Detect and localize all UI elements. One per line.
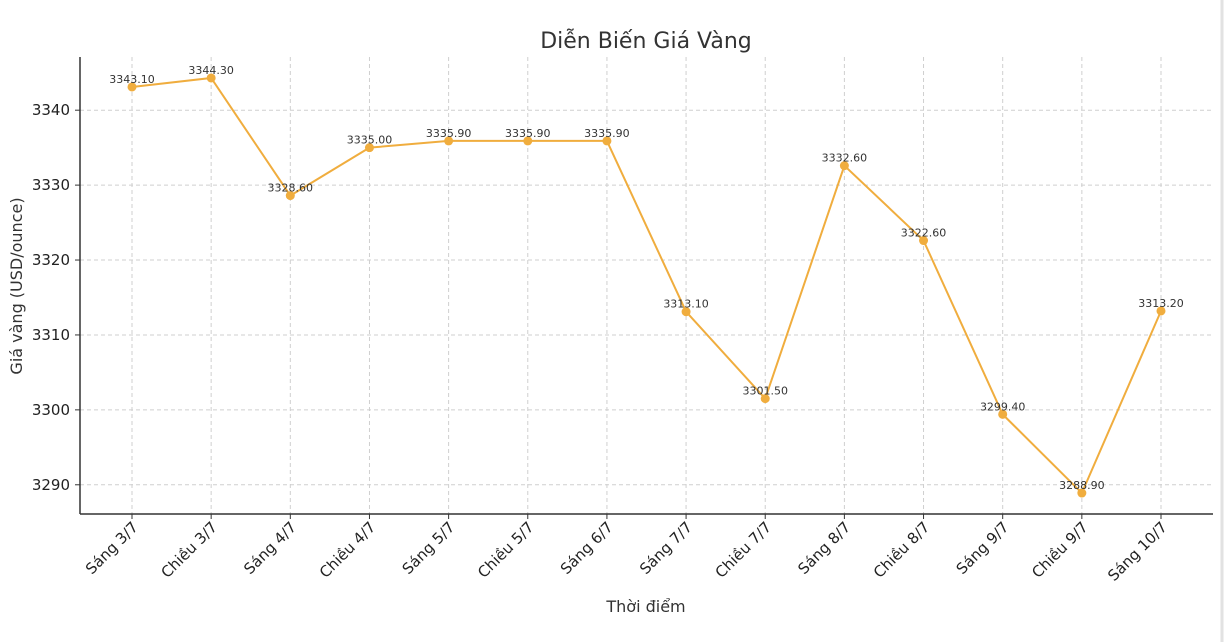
data-point [1156, 306, 1166, 316]
x-tick-label: Sáng 4/7 [240, 518, 300, 578]
x-tick-label: Chiều 3/7 [157, 518, 220, 581]
x-tick-label: Sáng 3/7 [82, 518, 142, 578]
y-tick-label: 3320 [32, 251, 70, 269]
data-label: 3313.10 [663, 298, 709, 311]
data-point [444, 136, 454, 146]
x-tick-label: Chiều 7/7 [712, 518, 775, 581]
x-tick-label: Chiều 5/7 [474, 518, 537, 581]
y-axis-label: Giá vàng (USD/ounce) [7, 197, 26, 374]
x-tick-label: Chiều 9/7 [1028, 518, 1091, 581]
y-tick-label: 3340 [32, 101, 70, 119]
data-label: 3322.60 [901, 227, 947, 240]
y-tick-label: 3330 [32, 176, 70, 194]
data-label: 3335.90 [426, 127, 472, 140]
y-tick-label: 3290 [32, 476, 70, 494]
data-label: 3332.60 [822, 152, 868, 165]
data-label: 3344.30 [188, 64, 234, 77]
x-tick-label: Sáng 8/7 [794, 518, 854, 578]
x-tick-label: Sáng 7/7 [636, 518, 696, 578]
data-label: 3299.40 [980, 400, 1026, 413]
data-point [760, 394, 770, 404]
data-label: 3288.90 [1059, 479, 1105, 492]
y-tick-label: 3310 [32, 326, 70, 344]
data-point [839, 161, 849, 171]
y-tick-label: 3300 [32, 401, 70, 419]
data-label: 3328.60 [268, 182, 314, 195]
data-point [1077, 488, 1087, 498]
data-point [127, 82, 137, 92]
data-point [206, 73, 216, 83]
x-axis-label: Thời điểm [605, 597, 685, 616]
data-label: 3335.00 [347, 134, 393, 147]
data-point [998, 409, 1008, 419]
data-label: 3335.90 [505, 127, 551, 140]
data-point [364, 143, 374, 153]
data-point [285, 191, 295, 201]
data-label: 3301.50 [742, 385, 788, 398]
data-point [523, 136, 533, 146]
x-tick-label: Sáng 9/7 [953, 518, 1013, 578]
data-label: 3335.90 [584, 127, 630, 140]
x-tick-label: Chiều 4/7 [316, 518, 379, 581]
x-tick-label: Chiều 8/7 [870, 518, 933, 581]
x-tick-label: Sáng 5/7 [399, 518, 459, 578]
series-line [131, 76, 1162, 495]
data-label: 3343.10 [109, 73, 155, 86]
data-point [919, 236, 929, 246]
data-label: 3313.20 [1138, 297, 1184, 310]
data-point [602, 136, 612, 146]
chart-title: Diễn Biến Giá Vàng [540, 28, 752, 54]
data-point [681, 307, 691, 317]
x-tick-label: Sáng 6/7 [557, 518, 617, 578]
x-tick-label: Sáng 10/7 [1104, 518, 1171, 585]
